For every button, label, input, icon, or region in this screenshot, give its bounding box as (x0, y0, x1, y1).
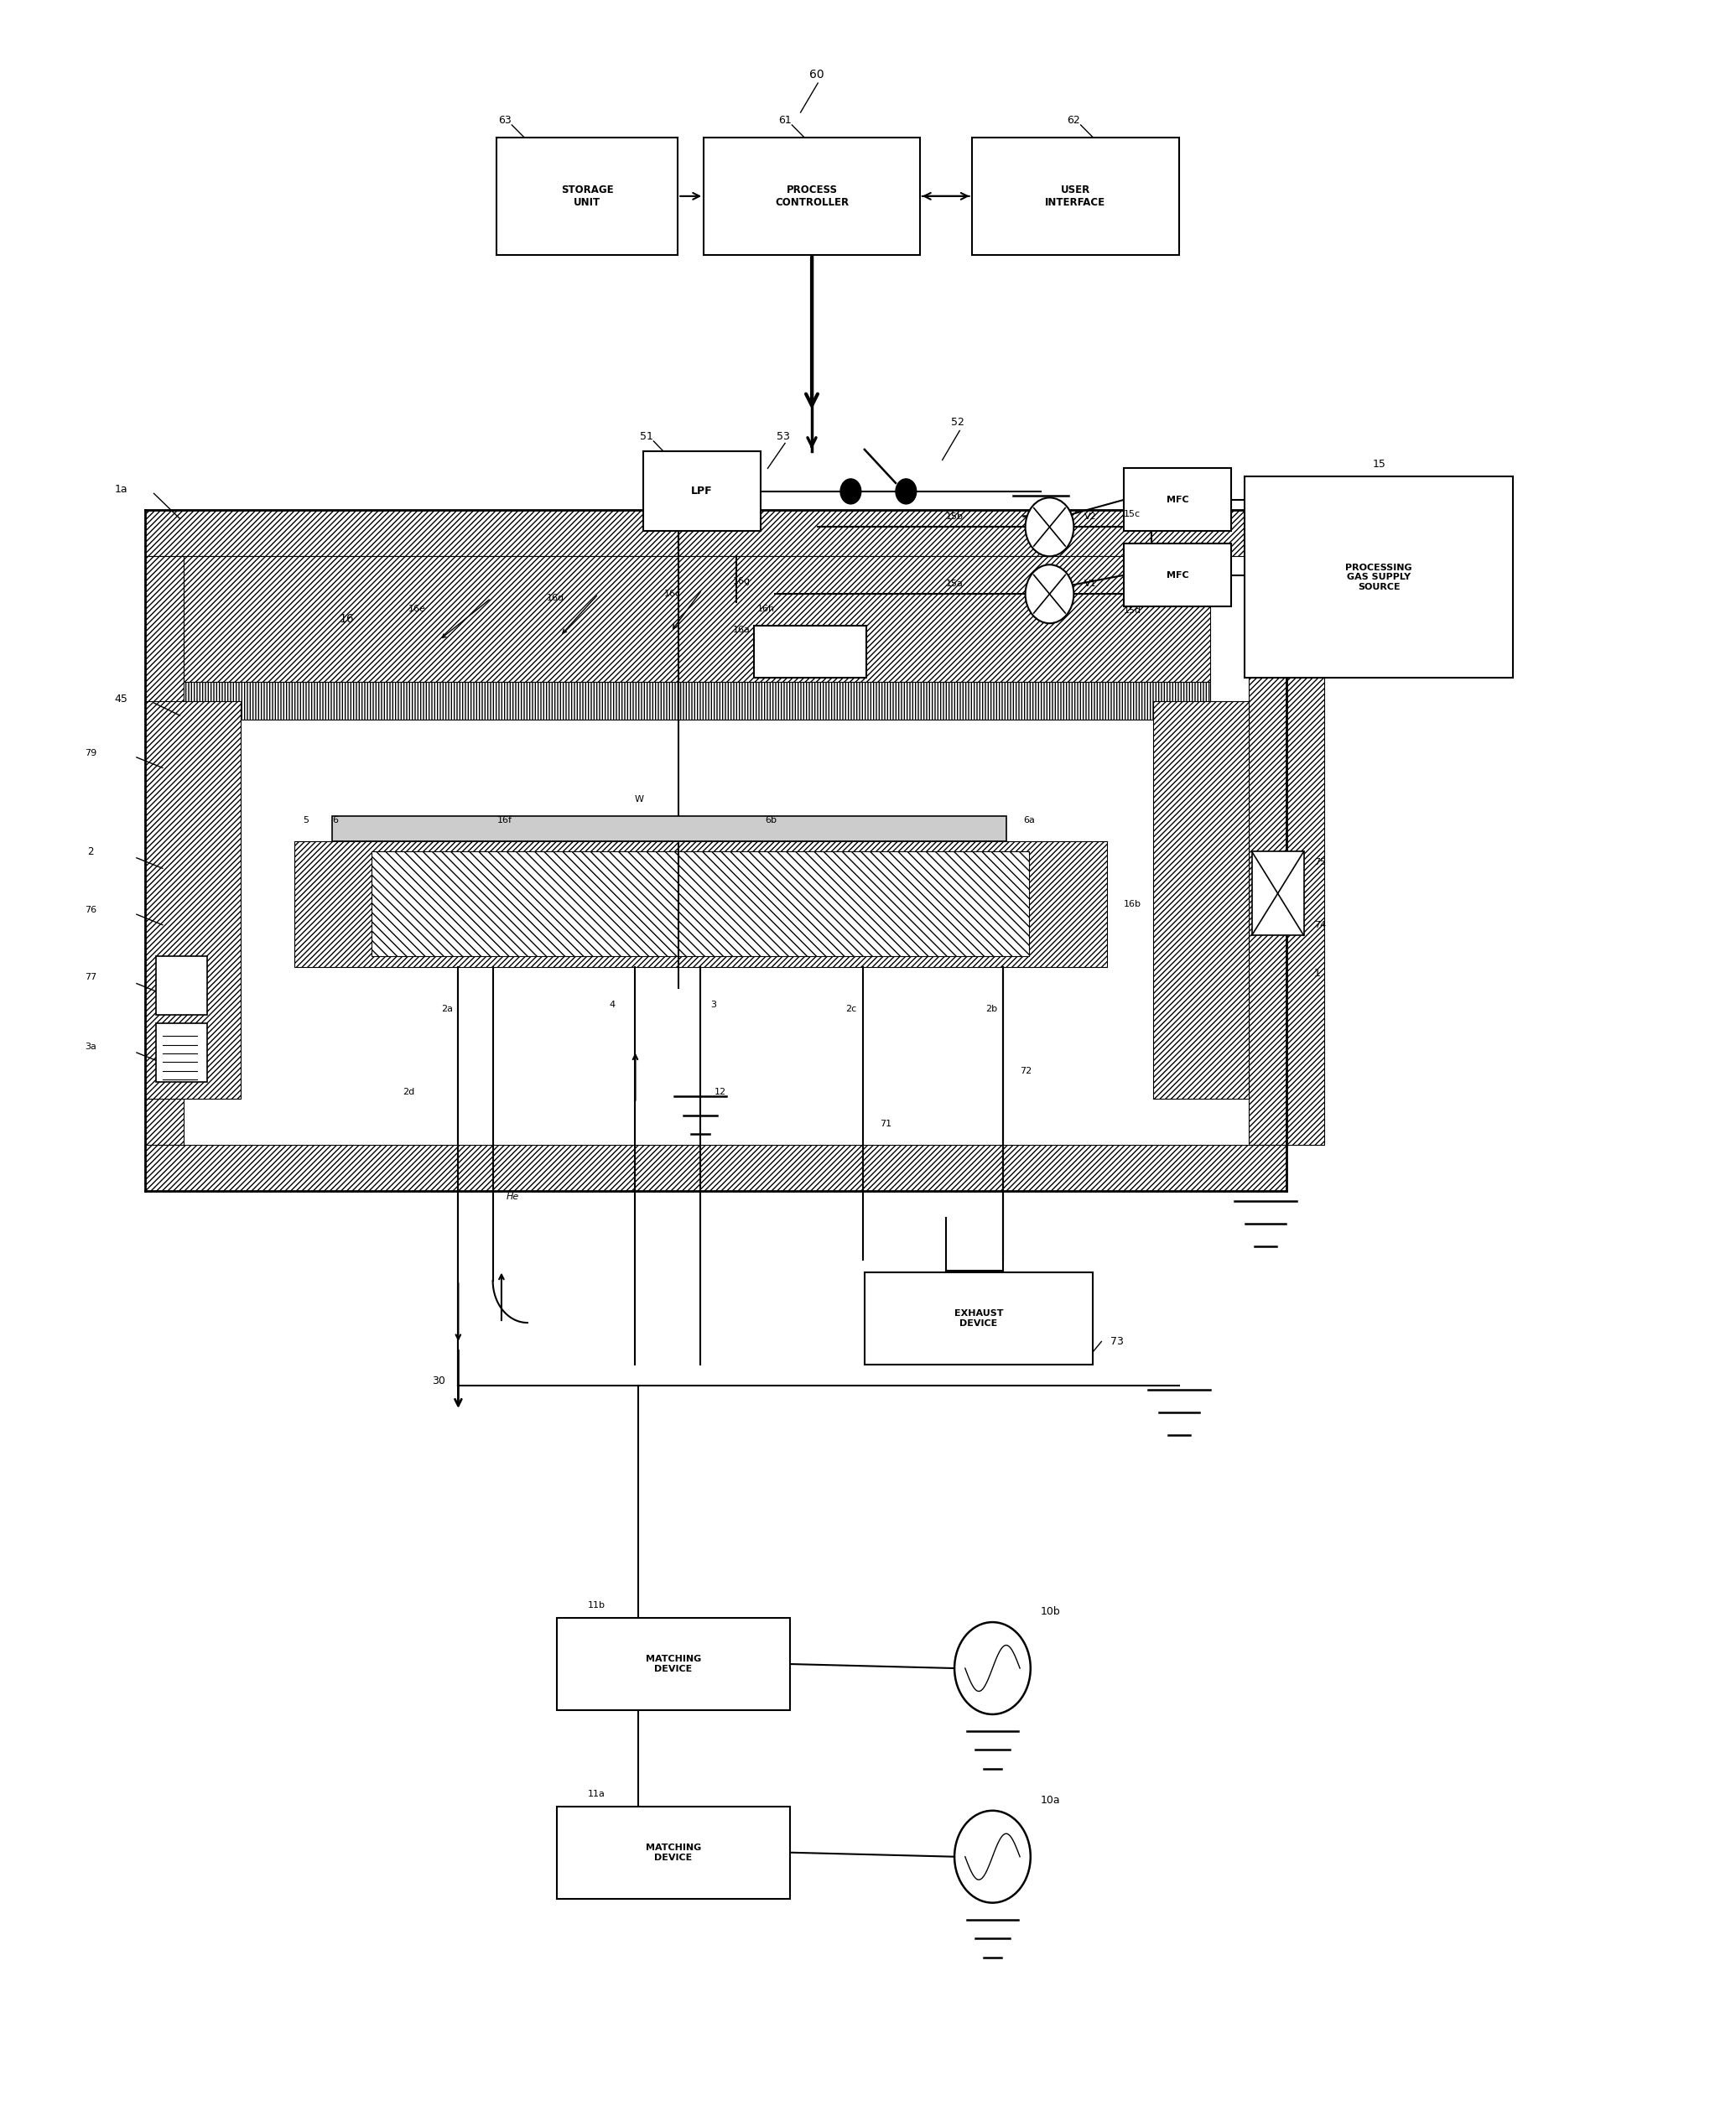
Bar (184, 683, 1210, 721)
Circle shape (955, 1622, 1031, 1714)
Text: 71: 71 (880, 1120, 892, 1128)
Circle shape (1026, 565, 1075, 624)
Text: 76: 76 (85, 906, 97, 914)
Text: 2: 2 (87, 847, 94, 857)
Text: 16b: 16b (1123, 899, 1142, 908)
Text: 15: 15 (1373, 458, 1385, 471)
Text: 51: 51 (641, 431, 653, 443)
Text: MFC: MFC (1167, 496, 1189, 504)
Text: 73: 73 (1109, 1336, 1123, 1347)
Bar (753, 626, 866, 679)
Text: 6b: 6b (766, 815, 778, 824)
Bar (372, 851, 1029, 956)
Text: EXHAUST
DEVICE: EXHAUST DEVICE (955, 1309, 1003, 1328)
Text: W: W (635, 794, 644, 803)
Text: 16g: 16g (733, 578, 752, 586)
Text: 11b: 11b (589, 1601, 606, 1609)
Text: 16d: 16d (547, 595, 564, 603)
Bar (703, 137, 920, 254)
Text: 52: 52 (951, 416, 963, 429)
Bar (146, 557, 184, 1145)
Text: 15b: 15b (946, 513, 963, 521)
Bar (1245, 477, 1512, 679)
Bar (496, 137, 677, 254)
Text: 2d: 2d (403, 1088, 415, 1097)
Text: He: He (507, 1193, 519, 1202)
Text: 2b: 2b (986, 1004, 998, 1013)
Text: 60: 60 (809, 69, 825, 80)
Text: 12: 12 (713, 1088, 726, 1097)
Bar (1123, 469, 1231, 532)
Text: MATCHING
DEVICE: MATCHING DEVICE (646, 1843, 701, 1861)
Bar (332, 815, 1007, 840)
Text: 74: 74 (1314, 920, 1326, 929)
Bar (557, 1807, 790, 1899)
Text: 6a: 6a (1024, 815, 1035, 824)
Bar (865, 1273, 1092, 1366)
Text: 3: 3 (710, 1000, 717, 1008)
Text: 2c: 2c (845, 1004, 856, 1013)
Text: 5: 5 (302, 815, 309, 824)
Text: 45: 45 (115, 693, 128, 704)
Circle shape (955, 1811, 1031, 1904)
Text: 1: 1 (1314, 969, 1321, 979)
Bar (1252, 851, 1304, 935)
Text: 10b: 10b (1042, 1607, 1061, 1618)
Text: 61: 61 (778, 116, 792, 126)
Text: 4: 4 (609, 1000, 615, 1008)
Text: PROCESS
CONTROLLER: PROCESS CONTROLLER (774, 185, 849, 208)
Text: 16a: 16a (733, 626, 750, 635)
Text: 62: 62 (1068, 116, 1080, 126)
Text: 16f: 16f (496, 815, 512, 824)
Text: 2a: 2a (441, 1004, 453, 1013)
Bar (1248, 557, 1325, 1145)
Text: MFC: MFC (1167, 571, 1189, 580)
Text: 15d: 15d (1123, 607, 1142, 616)
Text: 63: 63 (498, 116, 510, 126)
Text: LPF: LPF (691, 485, 713, 496)
Bar (156, 956, 208, 1015)
Bar (146, 702, 240, 1099)
Text: 16h: 16h (757, 605, 774, 613)
Bar (644, 452, 760, 532)
Text: 15a: 15a (946, 580, 963, 588)
Bar (1153, 702, 1248, 1099)
Bar (146, 511, 1286, 557)
Text: 11a: 11a (589, 1790, 606, 1798)
Bar (156, 1023, 208, 1082)
Circle shape (1026, 498, 1075, 557)
Text: 1a: 1a (115, 483, 128, 494)
Bar (1123, 544, 1231, 607)
Bar (557, 1618, 790, 1710)
Text: V1: V1 (1083, 580, 1097, 588)
Text: 53: 53 (776, 431, 790, 443)
Bar (972, 137, 1179, 254)
Text: USER
INTERFACE: USER INTERFACE (1045, 185, 1106, 208)
Text: V2: V2 (1083, 513, 1097, 521)
Text: 16: 16 (339, 613, 354, 624)
Text: 75: 75 (1314, 857, 1326, 866)
Bar (146, 1145, 1286, 1191)
Text: MATCHING
DEVICE: MATCHING DEVICE (646, 1656, 701, 1672)
Circle shape (896, 479, 917, 504)
Bar (293, 840, 1106, 966)
Text: 79: 79 (85, 748, 97, 756)
Text: 15c: 15c (1123, 511, 1141, 519)
Text: 16c: 16c (663, 590, 681, 599)
Text: PROCESSING
GAS SUPPLY
SOURCE: PROCESSING GAS SUPPLY SOURCE (1345, 563, 1413, 590)
Text: STORAGE
UNIT: STORAGE UNIT (561, 185, 613, 208)
Text: 6: 6 (332, 815, 339, 824)
Text: 77: 77 (85, 973, 97, 981)
Text: 30: 30 (432, 1376, 446, 1387)
Text: 10a: 10a (1042, 1794, 1061, 1805)
Bar (184, 557, 1210, 683)
Circle shape (840, 479, 861, 504)
Text: 72: 72 (1021, 1067, 1033, 1076)
Text: 16e: 16e (408, 605, 425, 613)
Text: 3a: 3a (85, 1042, 97, 1050)
